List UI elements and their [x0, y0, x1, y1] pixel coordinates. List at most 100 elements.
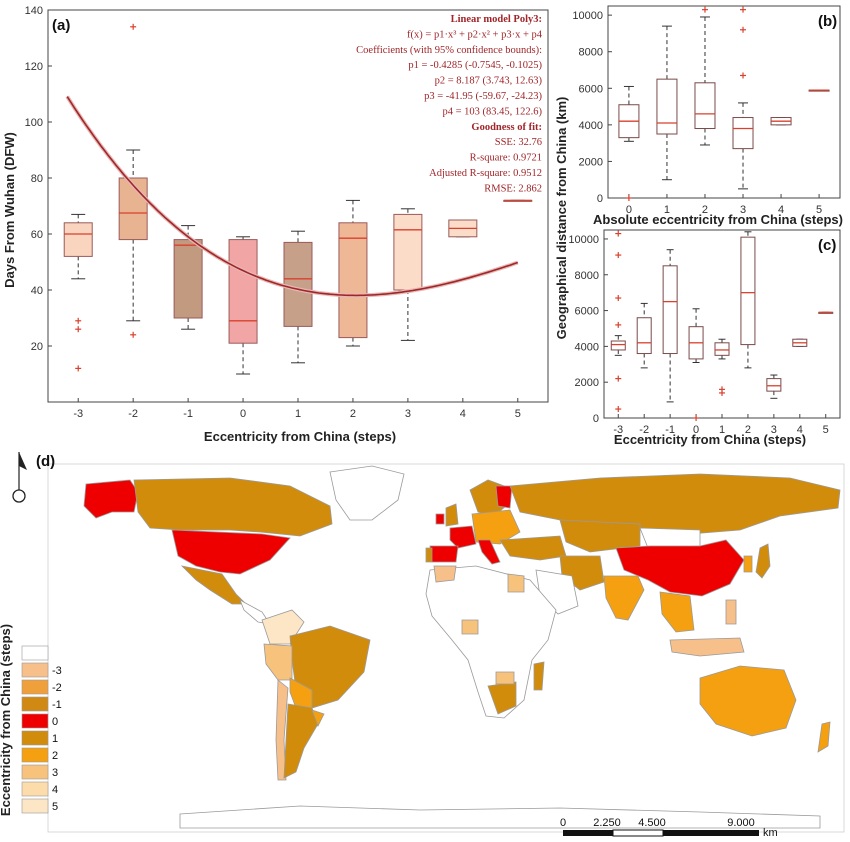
legend-swatch — [21, 730, 49, 746]
y-tick-label: 140 — [25, 5, 43, 17]
fit-text-line: f(x) = p1·x³ + p2·x² + p3·x + p4 — [407, 29, 543, 40]
map-uk — [445, 503, 459, 527]
panel-c-y-ticks: 0 2000 4000 6000 8000 10000 — [568, 234, 608, 425]
box — [740, 236, 756, 346]
map-brazil — [289, 625, 371, 709]
box-4 — [770, 117, 792, 126]
x-tick-label: -1 — [665, 424, 675, 436]
outlier — [719, 389, 725, 396]
fit-text-line: p3 = -41.95 (-59.67, -24.23) — [424, 91, 542, 102]
box — [714, 342, 730, 356]
map-philippines — [725, 599, 737, 625]
x-tick-label: 0 — [626, 204, 632, 216]
scale-label-9000: 9.000 — [727, 817, 755, 829]
map-china — [615, 539, 745, 597]
x-tick-label: 4 — [460, 408, 466, 420]
panel-b: 0 2000 4000 6000 8000 10000 0 1 2 3 4 5 (b) Absolu… — [572, 5, 843, 227]
box — [173, 239, 203, 319]
x-tick-label: 1 — [295, 408, 301, 420]
map-chile — [275, 679, 289, 781]
y-tick-label: 120 — [25, 61, 43, 73]
legend-swatch — [21, 679, 49, 695]
outlier — [75, 326, 82, 333]
legend-swatch — [21, 662, 49, 678]
outlier — [130, 23, 137, 30]
scale-unit: km — [763, 827, 778, 839]
map-legend: -3 -2 -1 0 1 2 3 4 5 — [21, 645, 62, 814]
scale-label-4500: 4.500 — [638, 817, 666, 829]
legend-label: 1 — [52, 733, 58, 745]
panel-b-label: (b) — [818, 13, 837, 30]
scale-label-2250: 2.250 — [593, 817, 621, 829]
y-tick-label: 10000 — [572, 10, 603, 22]
x-tick-label: 0 — [240, 408, 246, 420]
box — [656, 78, 678, 135]
map-africa — [425, 565, 557, 719]
x-tick-label: 5 — [823, 424, 829, 436]
box--1 — [173, 225, 203, 330]
panel-b-boxes — [618, 6, 830, 201]
box — [338, 222, 368, 339]
box--2 — [118, 23, 148, 338]
map-central-europe — [471, 509, 521, 545]
outlier — [615, 252, 622, 259]
box — [694, 82, 716, 130]
box-0 — [618, 85, 640, 201]
outlier — [75, 317, 82, 324]
map-portugal — [425, 547, 433, 563]
box-1 — [656, 25, 678, 181]
outlier — [615, 295, 622, 302]
fit-text-line: p1 = -0.4285 (-0.7545, -0.1025) — [408, 60, 542, 71]
outlier — [740, 6, 747, 13]
map-ireland — [435, 513, 445, 525]
panel-bc-y-axis-label: Geographical distance from China (km) — [554, 97, 569, 340]
box--2 — [636, 302, 652, 369]
north-arrow-icon — [12, 452, 27, 503]
map-indonesia — [669, 637, 745, 657]
box — [662, 265, 678, 355]
fit-text-line: R-square: 0.9721 — [470, 153, 542, 164]
panel-c-x-axis-label: Eccentricity from China (steps) — [614, 432, 806, 447]
legend-label: -2 — [52, 682, 62, 694]
box-0 — [688, 308, 704, 421]
legend-swatch — [21, 696, 49, 712]
fit-text-line: Goodness of fit: — [471, 122, 542, 133]
box — [766, 378, 782, 392]
map-japan — [755, 543, 771, 579]
box — [283, 241, 313, 327]
panel-b-y-ticks: 0 2000 4000 6000 8000 10000 — [572, 10, 612, 205]
map-australia — [699, 665, 797, 737]
box — [393, 213, 423, 291]
map-sweden — [495, 485, 513, 509]
map-mexico — [180, 565, 247, 605]
y-tick-label: 6000 — [579, 83, 603, 95]
map-zimbabwe — [495, 671, 515, 685]
map-india — [603, 575, 645, 621]
legend-swatch — [21, 713, 49, 729]
legend-label: 5 — [52, 801, 58, 813]
outlier — [740, 72, 747, 79]
panel-d-map: (d) — [0, 452, 845, 839]
panel-b-axes — [607, 5, 841, 199]
box — [228, 239, 258, 344]
box-1 — [714, 338, 730, 396]
box--1 — [662, 249, 678, 403]
y-tick-label: 60 — [31, 229, 43, 241]
panel-a-fit-annotation: Linear model Poly3: f(x) = p1·x³ + p2·x² … — [356, 14, 543, 194]
fit-text-line: SSE: 32.76 — [495, 137, 542, 148]
map-madagascar — [533, 661, 545, 691]
box-3 — [766, 374, 782, 399]
x-tick-label: 3 — [405, 408, 411, 420]
map-new-zealand — [817, 721, 831, 753]
panel-a-fit-curve — [66, 96, 519, 297]
y-tick-label: 8000 — [575, 270, 599, 282]
map-france — [449, 525, 477, 549]
fit-text-line: RMSE: 2.862 — [484, 183, 542, 194]
outlier — [615, 375, 622, 382]
x-tick-label: 0 — [693, 424, 699, 436]
panel-c-boxes — [610, 230, 834, 421]
y-tick-label: 2000 — [579, 156, 603, 168]
panel-a: 20 40 60 80 100 120 140 -3 -2 -1 0 1 2 3 4 5 (a) Eccen… — [2, 5, 549, 444]
outlier — [615, 406, 622, 413]
